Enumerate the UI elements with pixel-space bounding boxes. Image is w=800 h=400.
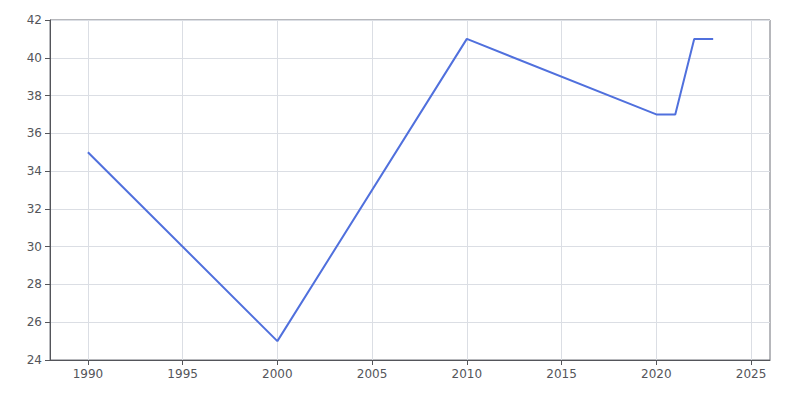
svg-text:2010: 2010 xyxy=(452,367,483,381)
svg-text:32: 32 xyxy=(27,202,42,216)
svg-text:34: 34 xyxy=(27,164,42,178)
svg-text:2025: 2025 xyxy=(736,367,767,381)
svg-text:1995: 1995 xyxy=(167,367,198,381)
svg-text:28: 28 xyxy=(27,277,42,291)
svg-text:2020: 2020 xyxy=(641,367,672,381)
svg-text:38: 38 xyxy=(27,89,42,103)
svg-text:36: 36 xyxy=(27,126,42,140)
svg-text:42: 42 xyxy=(27,13,42,27)
svg-text:40: 40 xyxy=(27,51,42,65)
svg-text:2005: 2005 xyxy=(357,367,388,381)
svg-text:2000: 2000 xyxy=(262,367,293,381)
svg-text:1990: 1990 xyxy=(73,367,104,381)
svg-text:30: 30 xyxy=(27,240,42,254)
svg-text:24: 24 xyxy=(27,353,42,367)
svg-text:26: 26 xyxy=(27,315,42,329)
svg-text:2015: 2015 xyxy=(546,367,577,381)
